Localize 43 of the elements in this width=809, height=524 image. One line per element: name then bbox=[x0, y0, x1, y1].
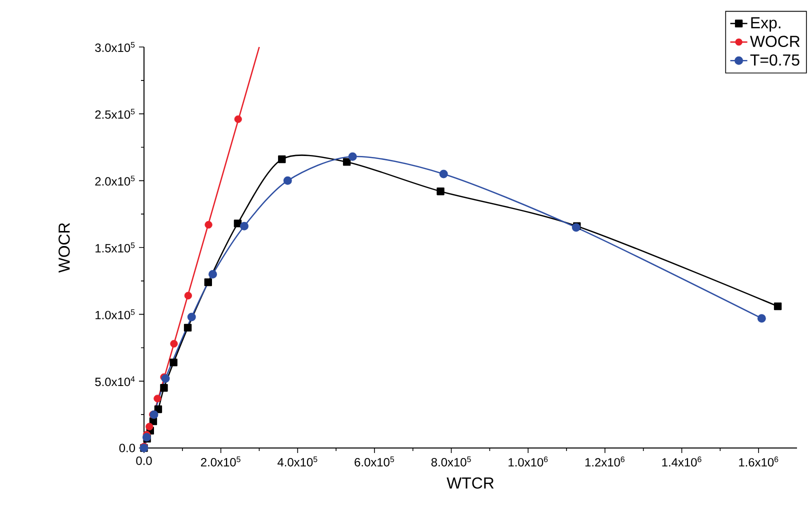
y-tick-label: 1.0x10$^{5}$ bbox=[96, 309, 135, 320]
point bbox=[160, 384, 168, 392]
point bbox=[234, 115, 242, 123]
x-axis-title: WTCR bbox=[446, 477, 494, 489]
legend-label: WOCR bbox=[750, 36, 800, 48]
x-tick-label: 1.2x10$^{6}$ bbox=[585, 456, 625, 467]
point bbox=[342, 158, 351, 166]
x-tick-label: 4.0x10$^{5}$ bbox=[278, 456, 318, 466]
point bbox=[283, 176, 292, 185]
x-tick-label: 2.0x10$^{5}$ bbox=[201, 456, 240, 466]
y-tick-label: 2.5x10$^{5}$ bbox=[95, 108, 135, 119]
point bbox=[170, 358, 178, 366]
y-tick-label: 2.0x10$^{5}$ bbox=[95, 176, 135, 186]
point bbox=[184, 292, 192, 300]
x-tick-label: 1.6x10$^{6}$ bbox=[739, 456, 778, 467]
y-tick-label: 5.0x10$^{4}$ bbox=[95, 376, 135, 386]
point bbox=[184, 324, 192, 332]
point bbox=[204, 220, 212, 229]
x-tick-label: 8.0x10$^{5}$ bbox=[431, 456, 471, 466]
y-tick-label: 3.0x10$^{5}$ bbox=[95, 42, 135, 52]
point bbox=[278, 155, 286, 164]
x-tick-label: 1.4x10$^{6}$ bbox=[662, 456, 702, 467]
point bbox=[154, 394, 162, 402]
point bbox=[757, 314, 766, 323]
point bbox=[774, 302, 782, 310]
y-tick-label: 1.5x10$^{5}$ bbox=[96, 242, 135, 252]
point bbox=[204, 278, 212, 286]
point bbox=[146, 422, 154, 430]
x-tick-label: 1.0x10$^{6}$ bbox=[508, 456, 548, 467]
y-axis-title: WOCR bbox=[58, 223, 70, 273]
point bbox=[187, 312, 196, 322]
x-tick-label: 6.0x10$^{5}$ bbox=[354, 456, 394, 466]
point bbox=[439, 170, 448, 178]
y-tick-label: 0.0 bbox=[119, 444, 136, 452]
point bbox=[436, 188, 444, 196]
legend-label: T=0.75 bbox=[750, 54, 800, 66]
point bbox=[240, 222, 249, 230]
point bbox=[208, 270, 218, 278]
point bbox=[170, 340, 178, 348]
x-tick-label: 0.0 bbox=[136, 456, 152, 465]
legend-label: Exp. bbox=[751, 17, 780, 32]
point bbox=[234, 220, 242, 228]
point bbox=[348, 152, 357, 161]
